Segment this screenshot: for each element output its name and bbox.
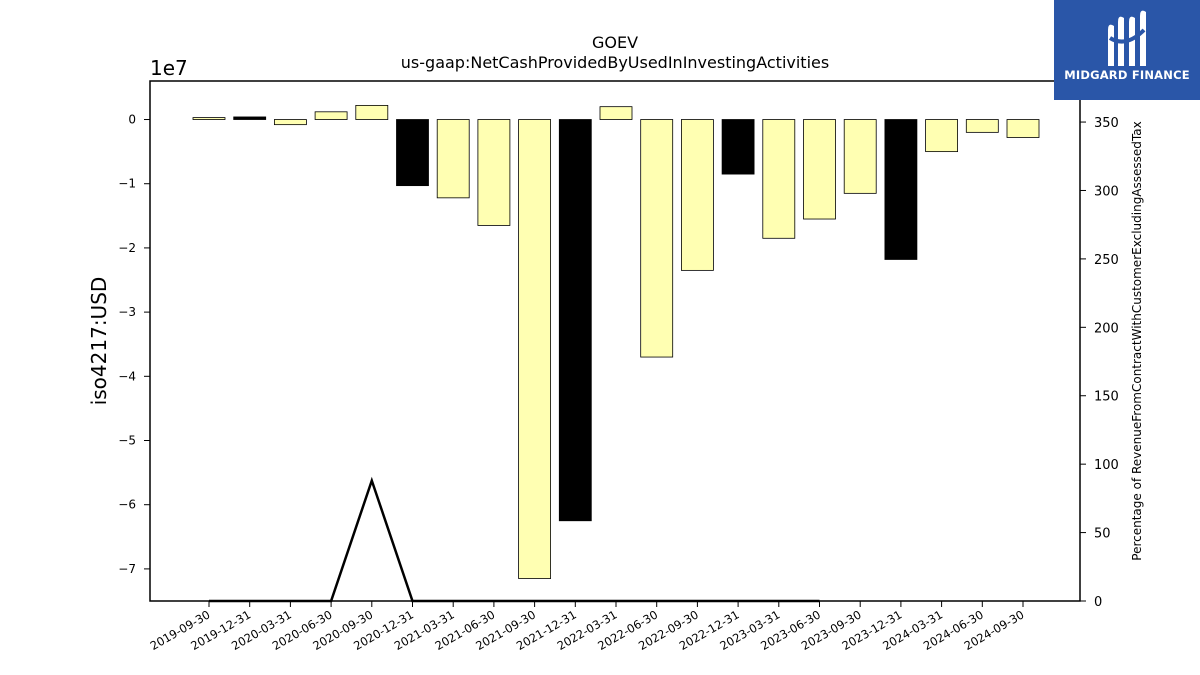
y2-tick-label: 350 — [1094, 116, 1119, 131]
chart-title: GOEV — [592, 33, 638, 52]
axes-group: 0−1−2−3−4−5−6−70501001502002503003502019… — [118, 80, 1119, 653]
y2-tick-label: 300 — [1094, 184, 1119, 199]
y-axis-offset-label: 1e7 — [150, 56, 188, 80]
bar-2021-03-31 — [436, 119, 470, 199]
bar-2022-12-31 — [721, 119, 755, 175]
bar-2019-09-30 — [192, 117, 226, 120]
bar-2020-03-31 — [273, 119, 307, 126]
y-tick-label: −2 — [118, 241, 136, 255]
bar-2020-12-31 — [396, 119, 429, 187]
y2-axis-label: Percentage of RevenueFromContractWithCus… — [1130, 121, 1144, 560]
y2-tick-label: 0 — [1094, 595, 1102, 610]
bar-2019-12-31 — [233, 116, 267, 120]
y2-tick-label: 50 — [1094, 527, 1111, 542]
bar-2022-09-30 — [681, 119, 714, 271]
bar-2023-06-30 — [803, 119, 836, 220]
brand-logo: MIDGARD FINANCE — [1054, 0, 1200, 100]
y-axis-label: iso4217:USD — [87, 277, 111, 406]
y-tick-label: −6 — [118, 498, 136, 512]
bar-2023-03-31 — [762, 119, 796, 239]
y-tick-label: −7 — [118, 562, 136, 576]
bar-2023-12-31 — [884, 119, 918, 260]
y-tick-label: 0 — [128, 113, 136, 127]
bar-2022-03-31 — [599, 106, 633, 120]
y2-tick-label: 250 — [1094, 253, 1119, 268]
bar-2020-06-30 — [314, 111, 348, 120]
y2-tick-label: 150 — [1094, 390, 1119, 405]
bar-2022-06-30 — [640, 119, 674, 358]
bar-2021-06-30 — [477, 119, 511, 226]
bar-2020-09-30 — [355, 104, 389, 120]
bar-2021-12-31 — [558, 119, 592, 522]
bar-2024-03-31 — [925, 119, 958, 153]
line-series — [209, 476, 820, 603]
y-tick-label: −5 — [118, 434, 136, 448]
logo-text: MIDGARD FINANCE — [1064, 68, 1190, 82]
bar-2024-06-30 — [965, 119, 999, 133]
midgard-logo-icon — [1108, 10, 1146, 67]
y2-tick-label: 200 — [1094, 321, 1119, 336]
y-tick-label: −4 — [118, 369, 136, 383]
chart-subtitle: us-gaap:NetCashProvidedByUsedInInvesting… — [401, 53, 829, 72]
y-tick-label: −3 — [118, 305, 136, 319]
bar-2024-09-30 — [1006, 119, 1040, 138]
y-tick-label: −1 — [118, 177, 136, 191]
bar-2021-09-30 — [518, 119, 551, 579]
line-group — [209, 476, 820, 603]
bar-2023-09-30 — [843, 119, 877, 194]
plot-frame — [149, 80, 1081, 602]
bars-group — [192, 104, 1040, 579]
y2-tick-label: 100 — [1094, 458, 1119, 473]
